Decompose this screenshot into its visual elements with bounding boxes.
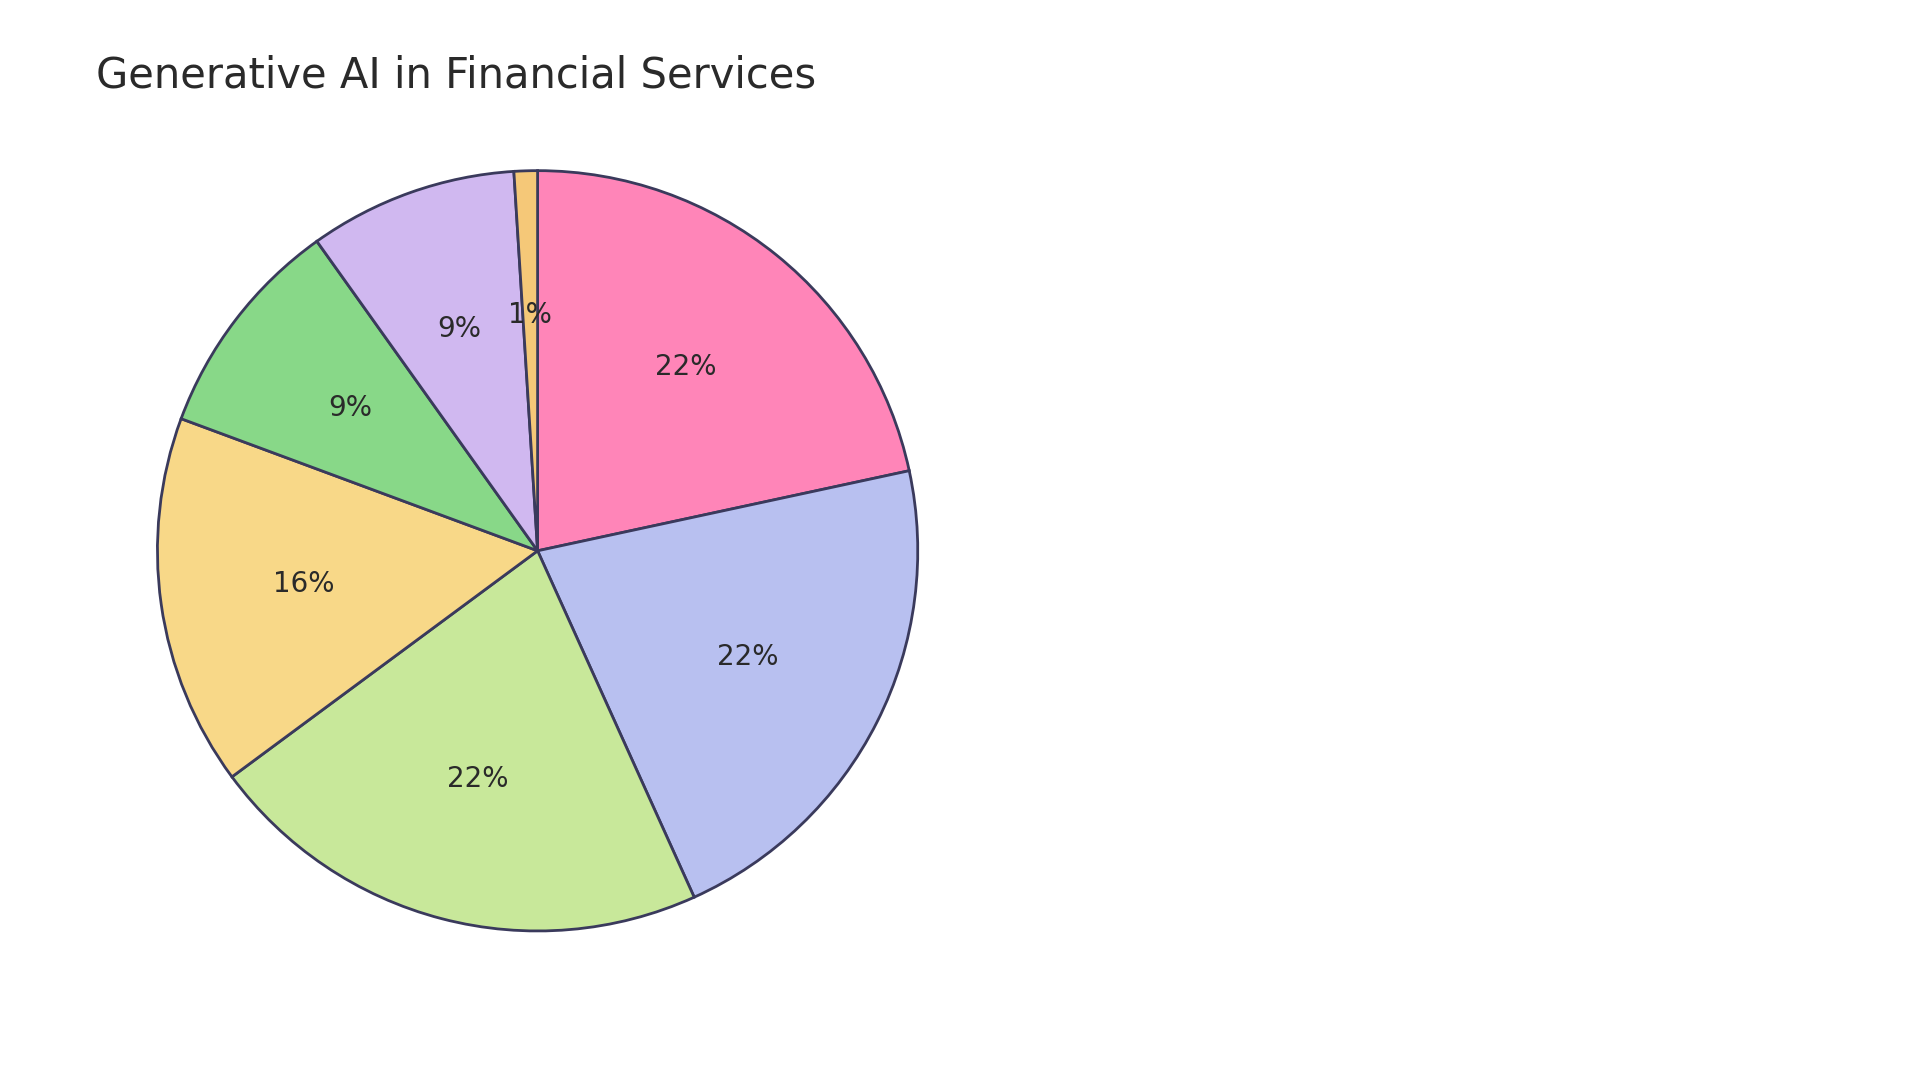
Wedge shape — [538, 171, 910, 551]
Text: Generative AI in Financial Services: Generative AI in Financial Services — [96, 54, 816, 96]
Text: 1%: 1% — [509, 301, 553, 329]
Wedge shape — [317, 172, 538, 551]
Text: 9%: 9% — [436, 314, 480, 342]
Text: 9%: 9% — [328, 393, 372, 421]
Text: 16%: 16% — [273, 570, 334, 598]
Wedge shape — [538, 471, 918, 897]
Wedge shape — [180, 241, 538, 551]
Text: 22%: 22% — [447, 765, 509, 793]
Wedge shape — [157, 419, 538, 777]
Text: 22%: 22% — [718, 643, 780, 671]
Wedge shape — [232, 551, 695, 931]
Wedge shape — [515, 171, 538, 551]
Text: 22%: 22% — [655, 353, 716, 381]
Legend: Use of Generative AI in Asset Selection and Simulation [100], Challenges Impedin: Use of Generative AI in Asset Selection … — [1010, 375, 1812, 759]
